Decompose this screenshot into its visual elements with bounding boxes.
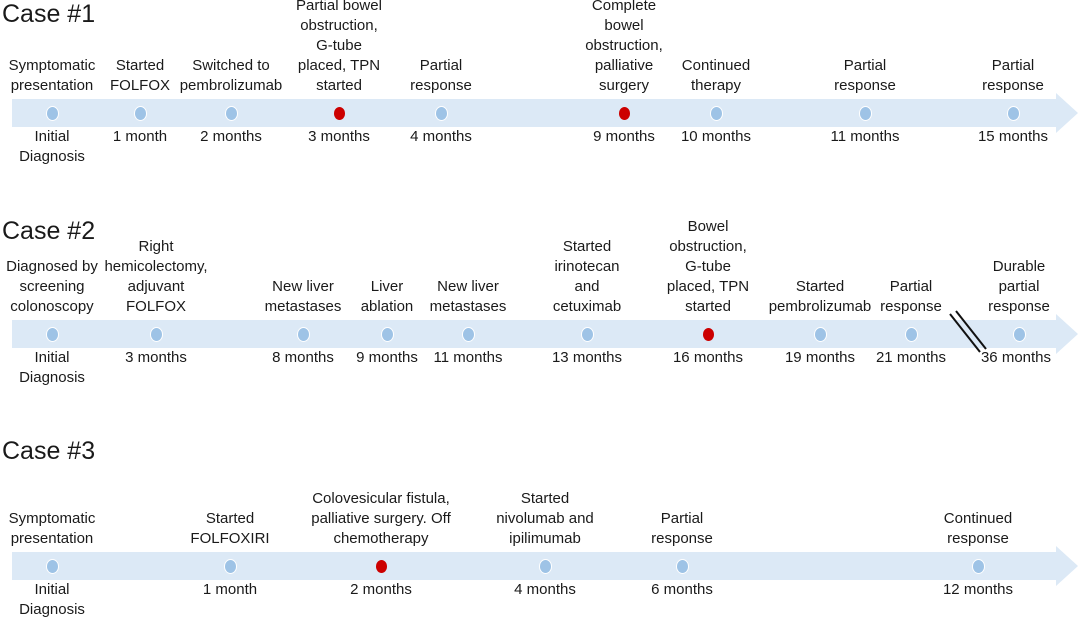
timeline-arrow (12, 93, 1078, 133)
event-label: Started nivolumab and ipilimumab (496, 490, 594, 547)
complication-marker (702, 327, 714, 341)
event-marker (46, 327, 58, 341)
event-marker (710, 106, 722, 120)
event-label: Symptomatic presentation (8, 57, 96, 94)
event-label: Partial response (880, 278, 942, 315)
complication-marker (375, 559, 387, 573)
event-label: Partial response (834, 57, 896, 94)
time-label: 4 months (410, 128, 472, 145)
event-marker (539, 559, 551, 573)
case-title: Case #3 (2, 437, 96, 465)
event-label: Bowel obstruction, G-tube placed, TPN st… (666, 218, 750, 315)
time-label: Initial Diagnosis (19, 128, 85, 165)
time-label: 10 months (680, 128, 752, 145)
time-label: 11 months (830, 128, 900, 145)
event-label: Durable partial response (988, 258, 1050, 315)
case-title: Case #1 (2, 0, 96, 28)
event-label: Symptomatic presentation (8, 510, 96, 547)
event-marker (46, 106, 58, 120)
time-label: 19 months (784, 349, 856, 366)
complication-marker (618, 106, 630, 120)
axis-break-icon (949, 310, 987, 353)
event-marker (46, 559, 58, 573)
event-marker (462, 327, 474, 341)
time-label: 2 months (200, 128, 262, 145)
time-label: 3 months (125, 349, 187, 366)
timeline-arrow (12, 314, 1078, 354)
time-label: 2 months (350, 581, 412, 598)
event-label: Partial response (982, 57, 1044, 94)
time-label: 4 months (514, 581, 576, 598)
event-label: Started irinotecan and cetuximab (552, 238, 622, 315)
event-label: Colovesicular fistula, palliative surger… (311, 490, 451, 547)
time-label: 12 months (942, 581, 1014, 598)
event-marker (381, 327, 393, 341)
time-label: 6 months (651, 581, 713, 598)
time-label: 21 months (875, 349, 947, 366)
event-label: Started FOLFOX (109, 57, 170, 94)
event-marker (676, 559, 688, 573)
event-label: Started pembrolizumab (768, 278, 872, 315)
event-label: New liver metastases (264, 278, 342, 315)
time-label: 3 months (308, 128, 370, 145)
event-marker (814, 327, 826, 341)
time-label: 16 months (672, 349, 744, 366)
event-label: Continued therapy (681, 57, 751, 94)
event-marker (297, 327, 309, 341)
event-label: Continued response (943, 510, 1013, 547)
event-label: Liver ablation (360, 278, 414, 315)
time-label: 9 months (593, 128, 655, 145)
event-label: Diagnosed by screening colonoscopy (6, 258, 98, 315)
event-marker (435, 106, 447, 120)
event-marker (1013, 327, 1025, 341)
time-label: 15 months (977, 128, 1049, 145)
event-marker (134, 106, 146, 120)
event-label: New liver metastases (429, 278, 507, 315)
event-label: Partial response (651, 510, 713, 547)
time-label: 9 months (356, 349, 418, 366)
time-label: 8 months (272, 349, 334, 366)
time-label: 13 months (551, 349, 623, 366)
case-title: Case #2 (2, 217, 96, 245)
event-marker (225, 106, 237, 120)
event-marker (150, 327, 162, 341)
time-label: Initial Diagnosis (19, 349, 85, 386)
event-marker (581, 327, 593, 341)
time-label: 1 month (112, 128, 168, 145)
complication-marker (333, 106, 345, 120)
event-marker (859, 106, 871, 120)
event-marker (905, 327, 917, 341)
event-label: Right hemicolectomy, adjuvant FOLFOX (104, 238, 208, 315)
time-label: 11 months (433, 349, 503, 366)
event-label: Started FOLFOXIRI (190, 510, 270, 547)
time-label: 36 months (980, 349, 1052, 366)
event-marker (1007, 106, 1019, 120)
event-label: Partial response (410, 57, 472, 94)
event-label: Switched to pembrolizumab (179, 57, 283, 94)
event-label: Complete bowel obstruction, palliative s… (585, 0, 663, 94)
time-label: 1 month (202, 581, 258, 598)
event-marker (224, 559, 236, 573)
event-marker (972, 559, 984, 573)
time-label: Initial Diagnosis (19, 581, 85, 618)
event-label: Partial bowel obstruction, G-tube placed… (296, 0, 382, 94)
